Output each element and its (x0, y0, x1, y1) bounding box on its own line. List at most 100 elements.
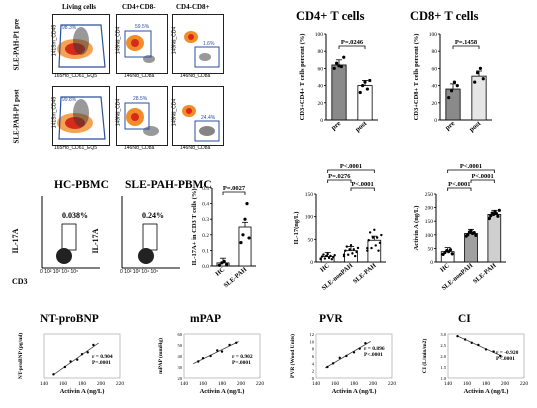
y-tick-label: 3.0 (440, 332, 446, 337)
p-value-label: P=.1458 (455, 39, 478, 46)
x-axis-title: Activin A (ng/L) (60, 388, 105, 395)
x-tick-label: HC (319, 262, 331, 274)
y-tick-label: 200 (425, 206, 434, 212)
data-point (345, 354, 348, 358)
x-tick-label: 160 (59, 381, 68, 387)
y-tick-label: 12 (310, 332, 315, 337)
chart-title-cd4: CD4+ T cells (296, 9, 365, 23)
y-tick-label: 0 (310, 260, 313, 266)
y-tick-label: 6 (312, 354, 315, 359)
x-tick-label: SLE-PAH (223, 266, 249, 289)
data-point (347, 253, 350, 256)
data-point (496, 214, 500, 218)
x-tick-label: 200 (501, 381, 510, 387)
y-tick-label: 150 (305, 192, 314, 198)
data-point (348, 248, 351, 251)
data-point (322, 253, 325, 256)
gate-label-hc: 0.038% (62, 211, 88, 220)
data-point (373, 228, 376, 231)
flow-title-hc: HC-PBMC (54, 179, 109, 191)
data-point (448, 248, 453, 252)
data-point (368, 78, 372, 83)
chart-il17-bars: 050100150IL-17(ng/L)HCSLE-nonPAHSLE-PAHP… (293, 163, 386, 292)
data-point (243, 217, 247, 221)
chart-mpap-scatter: 140 160 180 200 220 20 30 40 50 60 Activin A (ng/L… (157, 332, 264, 395)
data-point (374, 244, 377, 247)
x-tick-label: pre (443, 119, 456, 132)
x-tick-label: 160 (331, 381, 340, 387)
x-tick-label: 220 (116, 381, 125, 387)
data-point (371, 236, 375, 239)
data-point (481, 77, 485, 81)
bar (331, 64, 347, 121)
chart-title-mpap: mPAP (190, 313, 222, 325)
data-point (235, 341, 238, 344)
data-point (477, 343, 480, 347)
y-axis-title: mPAP (mmHg) (157, 338, 164, 374)
data-point (320, 255, 324, 258)
flow-plot-post-cd8: 24.4% (172, 86, 224, 146)
data-point (326, 252, 329, 256)
x-axis-label: 146Nd_CD8a (124, 145, 155, 151)
x-tick-label: 200 (97, 381, 106, 387)
flow-xticks-sle: 0 10² 10³ 10⁴ 10⁵ (120, 269, 159, 275)
data-point (472, 231, 476, 235)
flow-density-post-cd8 (182, 105, 220, 142)
y-axis-label: 149Nd_CD4 (171, 98, 178, 127)
data-point (470, 341, 473, 344)
y-tick-label: 0.3 (202, 217, 209, 223)
y-axis-title: IL-17(ng/L) (293, 212, 300, 245)
y-tick-label: 8 (312, 347, 315, 352)
data-point (466, 233, 470, 237)
x-axis-label: 165Ho_CD61_EQ5 (54, 145, 98, 151)
y-axis-title: CD3+CD4+ T cells percent (%) (299, 34, 306, 121)
p-value-label: P=.0246 (341, 39, 364, 46)
significance-bracket (327, 179, 352, 183)
y-tick-label: 0.2 (202, 233, 209, 239)
y-tick-label: 60 (178, 332, 183, 337)
chart-title-ci: CI (458, 313, 471, 325)
flow-ylabel-hc: IL-17A (11, 228, 20, 254)
chart-pvr-scatter: 140 160 180 200 220 0 2 4 6 8 10 12 Activin A (ng/L)… (289, 332, 396, 395)
data-point (452, 80, 457, 84)
y-tick-label: 0.1 (202, 248, 209, 254)
significance-bracket (338, 45, 366, 49)
data-point (201, 357, 205, 360)
chart-title-cd8: CD8+ T cells (410, 9, 479, 23)
data-point (351, 252, 354, 255)
y-tick-label: 50 (178, 343, 183, 348)
data-point (478, 66, 483, 70)
x-tick-label: SLE-PAH (472, 262, 498, 285)
significance-bracket (447, 169, 495, 173)
data-point (332, 66, 336, 70)
y-tick-label: 0.0 (202, 264, 209, 270)
y-tick-label: 100 (315, 32, 324, 38)
y-tick-label: 50 (308, 237, 314, 243)
y-axis-title: CD3+CD8+ T cells percent (%) (413, 34, 420, 121)
gate-label: 99.8% (62, 97, 77, 103)
x-tick-label: 220 (520, 381, 529, 387)
flow-plot-post-cd4: 28.5% (116, 86, 168, 146)
chart-il17a-bars: 0.0 0.1 0.2 0.3 0.4 0.5 IL-17A+ in CD3 T cells… (191, 185, 256, 289)
significance-bracket (222, 191, 246, 195)
y-tick-label: 80 (432, 49, 438, 55)
data-point (326, 365, 329, 369)
data-point (220, 350, 224, 353)
data-point (241, 233, 245, 237)
y-tick-label: 20 (318, 101, 324, 107)
data-point (355, 250, 358, 254)
data-point (487, 216, 491, 221)
y-tick-label: 0 (430, 260, 433, 266)
gate-label: 28.5% (133, 96, 148, 102)
data-point (342, 55, 346, 59)
correlation-label: r = 0.896 (364, 346, 385, 352)
data-point (216, 349, 219, 352)
data-point (220, 261, 224, 265)
data-point (378, 241, 382, 245)
x-tick-label: HC (214, 266, 226, 278)
flow-il17-plots (41, 196, 180, 269)
y-tick-label: 40 (178, 354, 183, 359)
data-point (497, 208, 501, 212)
data-point (327, 256, 331, 260)
y-tick-label: 10 (310, 339, 315, 344)
